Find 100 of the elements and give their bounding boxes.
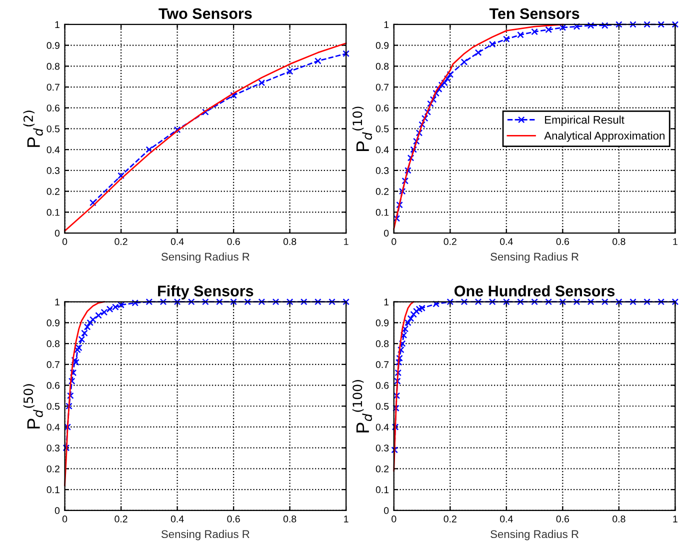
- point: [446, 298, 454, 306]
- point: [328, 298, 336, 306]
- point: [202, 298, 209, 306]
- y-tick-label: 0.7: [376, 361, 389, 368]
- point: [402, 326, 409, 332]
- x-tick-label: 0.2: [114, 238, 128, 246]
- point: [146, 298, 153, 306]
- y-tick-label: 0.5: [376, 402, 389, 410]
- point: [446, 71, 454, 78]
- point: [460, 298, 468, 306]
- point: [78, 336, 86, 343]
- y-tick-label: 0: [384, 507, 389, 514]
- point: [84, 323, 91, 330]
- point: [314, 58, 322, 64]
- y-tick-label: 0.7: [46, 84, 60, 91]
- point: [68, 378, 76, 385]
- point: [573, 23, 580, 30]
- point: [395, 358, 402, 366]
- x-tick-label: 0.6: [556, 516, 569, 522]
- x-tick-label: 0.8: [612, 516, 626, 522]
- point: [81, 330, 88, 337]
- y-tick-label: 0: [384, 230, 389, 237]
- y-tick-label: 0.8: [46, 340, 60, 348]
- point: [314, 298, 322, 306]
- point: [342, 50, 350, 58]
- point: [62, 444, 70, 452]
- point: [258, 298, 266, 306]
- point: [230, 92, 237, 99]
- x-tick-label: 0.8: [612, 238, 626, 246]
- point: [188, 298, 195, 306]
- y-tick-label: 0.9: [46, 319, 60, 326]
- point: [394, 378, 401, 385]
- y-tick-label: 0.1: [46, 208, 60, 216]
- point: [392, 404, 400, 412]
- point: [559, 298, 566, 306]
- point: [258, 79, 266, 86]
- y-tick-label: 0.4: [376, 424, 389, 431]
- point: [545, 298, 552, 306]
- x-tick-label: 1: [673, 516, 678, 522]
- point: [404, 167, 412, 174]
- point: [216, 298, 223, 306]
- point: [412, 138, 420, 145]
- point: [424, 108, 432, 116]
- y-tick-label: 1: [384, 298, 389, 306]
- point: [488, 40, 496, 48]
- point: [488, 298, 496, 306]
- x-tick-label: 0.4: [170, 238, 184, 246]
- point: [559, 24, 566, 31]
- x-axis-title: Sensing Radius R: [161, 252, 250, 263]
- y-tick-label: 0.6: [376, 382, 389, 389]
- point: [441, 79, 448, 86]
- point: [407, 315, 414, 322]
- y-axis-title: P$_{d}$$^{(10)}$: [352, 106, 372, 151]
- point: [71, 356, 78, 364]
- x-tick-label: 0.6: [556, 238, 569, 246]
- y-tick-label: 0.8: [376, 340, 389, 348]
- point: [416, 129, 423, 136]
- point: [300, 298, 308, 306]
- point: [244, 298, 252, 306]
- x-tick-label: 0: [62, 238, 68, 246]
- point: [398, 188, 406, 195]
- point: [393, 215, 400, 222]
- y-tick-label: 0.4: [46, 424, 60, 431]
- point: [67, 392, 74, 400]
- point: [146, 146, 153, 153]
- y-tick-label: 0.4: [46, 146, 60, 154]
- y-tick-label: 1: [55, 21, 60, 28]
- x-axis-title: Sensing Radius R: [161, 530, 250, 540]
- y-tick-label: 0.2: [46, 465, 60, 472]
- point: [444, 75, 451, 82]
- line-series: [393, 301, 414, 472]
- y-tick-label: 0.5: [46, 125, 60, 132]
- x-axis-title: Sensing Radius R: [490, 252, 578, 263]
- point: [402, 177, 409, 184]
- y-tick-label: 0: [54, 507, 60, 514]
- point: [404, 319, 412, 326]
- y-tick-label: 0.2: [376, 465, 389, 472]
- point: [418, 121, 426, 128]
- point: [392, 424, 399, 430]
- point: [427, 100, 434, 108]
- point: [630, 298, 636, 306]
- point: [545, 26, 552, 34]
- point: [396, 354, 403, 362]
- point: [286, 298, 294, 306]
- point: [396, 201, 403, 208]
- x-tick-label: 0.8: [283, 516, 296, 522]
- x-tick-label: 0.2: [444, 238, 456, 246]
- point: [587, 298, 594, 306]
- point: [517, 298, 524, 306]
- x-tick-label: 0.4: [500, 238, 513, 246]
- point: [644, 21, 650, 28]
- point: [531, 298, 538, 306]
- y-tick-label: 0.3: [376, 167, 389, 174]
- y-tick-label: 0.2: [46, 188, 60, 195]
- point: [517, 31, 524, 38]
- point: [230, 298, 237, 306]
- point: [416, 306, 423, 313]
- y-tick-label: 0.5: [46, 402, 60, 410]
- point: [430, 96, 437, 103]
- point: [474, 298, 482, 306]
